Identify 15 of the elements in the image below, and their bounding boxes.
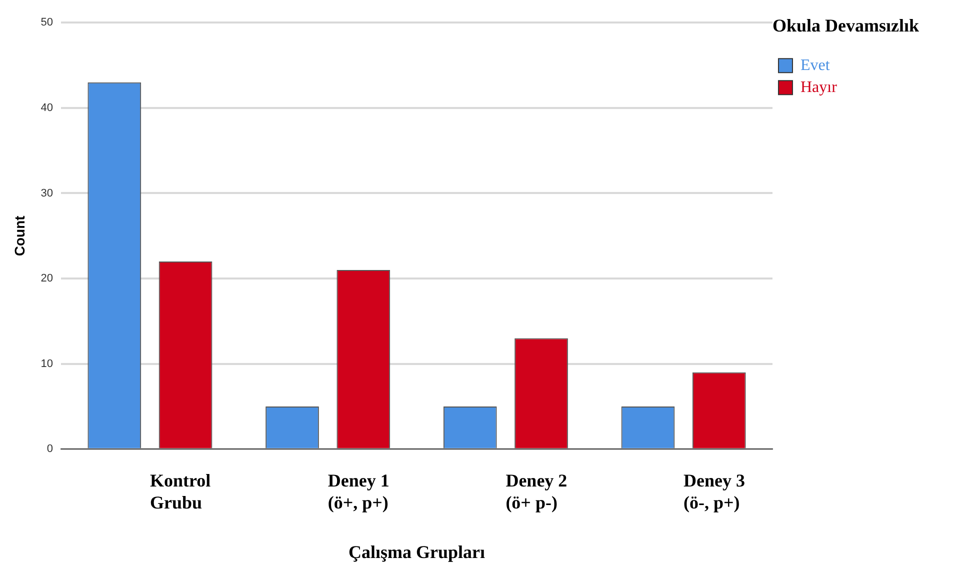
y-axis-title: Count — [11, 215, 28, 256]
x-tick-label: Deney 3 (ö-, p+) — [684, 470, 746, 512]
x-axis-title: Çalışma Grupları — [348, 542, 486, 562]
x-tick-label: Deney 1 (ö+, p+) — [328, 470, 390, 512]
y-tick-label: 30 — [40, 187, 54, 200]
y-tick-label: 40 — [40, 102, 54, 114]
x-tick-label: Kontrol Grubu — [150, 470, 211, 512]
y-tick-label: 50 — [40, 16, 54, 29]
legend-label: Hayır — [800, 78, 838, 96]
legend-label: Evet — [800, 56, 830, 74]
legend-title: Okula Devamsızlık — [772, 16, 919, 36]
x-tick-label: Deney 2 (ö+ p-) — [506, 470, 568, 512]
y-tick-label: 20 — [40, 272, 54, 285]
y-tick-label: 10 — [40, 358, 54, 370]
y-tick-label: 0 — [46, 443, 54, 456]
